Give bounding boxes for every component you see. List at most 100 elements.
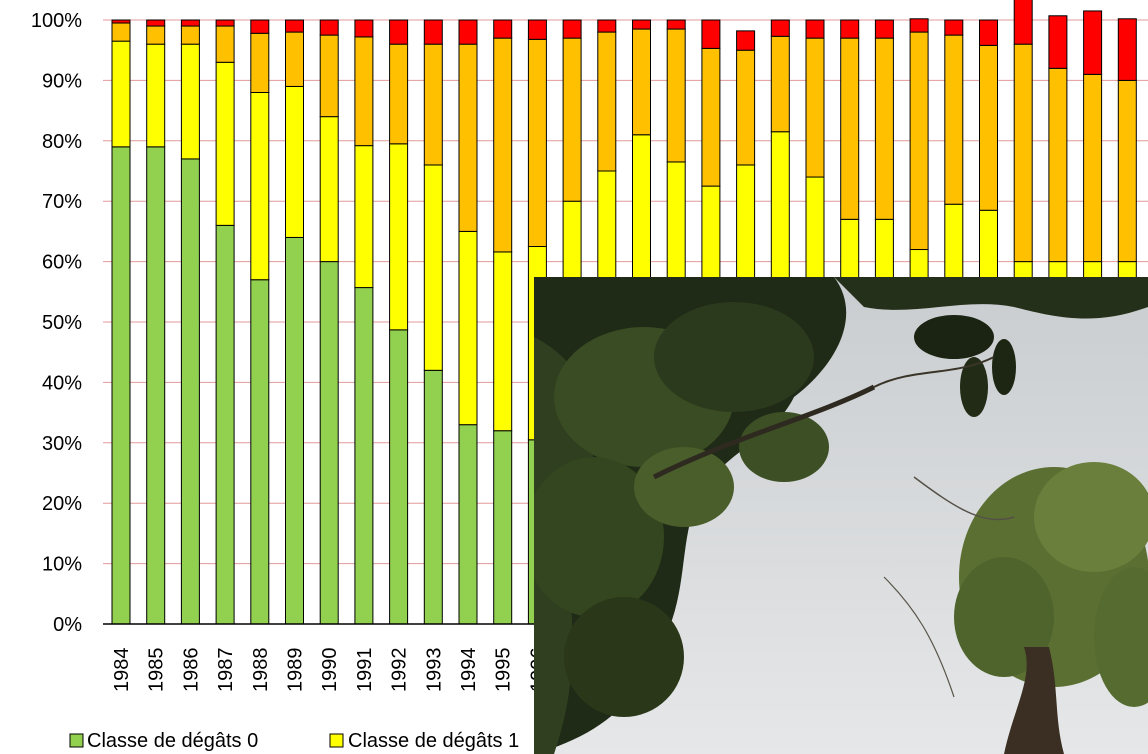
bar-segment-1993-s3 [423,19,443,45]
bar-segment-1984-s0 [111,146,131,625]
bar-segment-1988-s1 [250,91,270,281]
bar-segment-1991-s3 [354,19,374,38]
bar-segment-1985-s3 [146,19,166,27]
bar-segment-1984-s3 [111,19,131,24]
bar-segment-1994-s3 [458,19,478,45]
x-tick-label: 1986 [180,648,202,693]
y-tick-label: 30% [42,433,82,455]
bar-segment-1988-s2 [250,32,270,93]
bar-segment-1995-s2 [493,37,513,253]
bar-segment-1995-s1 [493,251,513,432]
bar-segment-2001-s2 [701,47,721,187]
y-tick-label: 60% [42,252,82,274]
bar-segment-2005-s3 [840,19,860,39]
bar-segment-1989-s3 [285,19,304,33]
bar-segment-1995-s0 [493,430,513,625]
bar-segment-2013-s2 [1117,79,1137,263]
bar-segment-1987-s0 [215,224,235,625]
legend-label-class-0: Classe de dégâts 0 [87,730,258,752]
bar-segment-1992-s0 [389,329,409,625]
y-axis-ticks: 0% 10% 20% 30% 40% 50% 60% 70% 80% 90% 100% [31,10,82,636]
bar-segment-1994-s1 [458,230,478,426]
bar-segment-1996-s2 [527,38,547,247]
bar-segment-1991-s1 [354,145,374,289]
x-tick-label: 1991 [354,648,376,693]
bar-segment-1987-s3 [215,19,235,27]
bar-segment-2008-s3 [944,19,964,36]
bar-segment-1998-s3 [597,19,617,33]
bar-segment-1991-s0 [354,287,374,625]
y-tick-label: 40% [42,372,82,394]
x-tick-label: 1988 [250,648,272,693]
bar-segment-2000-s3 [666,19,686,30]
x-tick-label: 1989 [285,648,307,693]
bar-segment-1990-s1 [319,116,339,263]
bar-segment-1997-s3 [562,19,582,39]
bar-segment-1989-s2 [285,31,304,87]
bar-segment-2009-s3 [979,19,998,46]
bar-segment-2002-s2 [736,49,756,166]
bar-segment-1987-s2 [215,25,235,63]
bar-segment-1985-s2 [146,25,166,45]
bar-segment-2012-s3 [1083,10,1103,75]
bar-segment-2008-s2 [944,34,964,205]
bar-segment-1989-s0 [285,236,304,625]
y-tick-label: 0% [53,614,82,636]
y-tick-label: 100% [31,10,82,32]
bar-segment-2009-s2 [979,44,998,211]
legend-swatch-class-0 [69,733,84,748]
bar-segment-2011-s3 [1048,15,1068,69]
bar-segment-2006-s3 [874,19,894,39]
x-tick-label: 1992 [389,648,411,693]
bar-segment-2004-s2 [805,37,825,178]
bar-segment-1993-s2 [423,43,443,166]
bar-segment-2012-s2 [1083,73,1103,263]
bar-segment-1986-s3 [180,19,200,27]
bar-segment-1999-s2 [632,28,651,136]
y-tick-label: 10% [42,554,82,576]
bar-segment-2010-s3 [1013,0,1033,45]
bar-segment-1992-s2 [389,43,409,145]
bar-segment-1984-s1 [111,40,131,148]
x-tick-label: 1993 [423,648,445,693]
bar-segment-1997-s2 [562,37,582,202]
x-tick-label: 1987 [215,648,237,693]
bar-segment-1996-s3 [527,19,547,40]
bar-segment-1993-s0 [423,369,443,625]
bar-segment-1995-s3 [493,19,513,39]
x-tick-label: 1984 [111,648,133,693]
y-tick-label: 70% [42,191,82,213]
bar-segment-2013-s3 [1117,18,1137,81]
bar-segment-1987-s1 [215,61,235,226]
x-tick-label: 1995 [493,648,515,693]
y-tick-label: 90% [42,70,82,92]
bar-segment-2002-s3 [736,30,756,51]
bar-segment-1984-s2 [111,22,131,42]
bar-segment-1989-s1 [285,85,304,238]
bar-segment-1990-s2 [319,34,339,118]
bar-segment-1990-s0 [319,261,339,625]
y-tick-label: 50% [42,312,82,334]
bar-segment-1992-s3 [389,19,409,45]
bar-segment-1994-s0 [458,424,478,625]
bar-segment-1986-s0 [180,158,200,625]
bar-segment-2011-s2 [1048,67,1068,263]
bar-segment-1988-s0 [250,279,270,625]
x-tick-label: 1985 [146,648,168,693]
bar-segment-2005-s2 [840,37,860,220]
y-tick-label: 80% [42,131,82,153]
bar-segment-1988-s3 [250,19,270,34]
bar-segment-1991-s2 [354,36,374,147]
bar-segment-1993-s1 [423,164,443,371]
bar-segment-2003-s2 [770,35,790,133]
bar-segment-2001-s3 [701,19,721,49]
x-tick-label: 1990 [319,648,341,693]
y-tick-label: 20% [42,493,82,515]
bar-segment-2004-s3 [805,19,825,39]
bar-segment-2000-s2 [666,28,686,163]
legend-label-class-1: Classe de dégâts 1 [348,730,519,752]
bar-segment-1990-s3 [319,19,339,36]
bar-segment-1985-s1 [146,43,166,148]
tree-canopy-photo [534,277,1148,754]
bar-segment-2007-s2 [909,31,929,251]
